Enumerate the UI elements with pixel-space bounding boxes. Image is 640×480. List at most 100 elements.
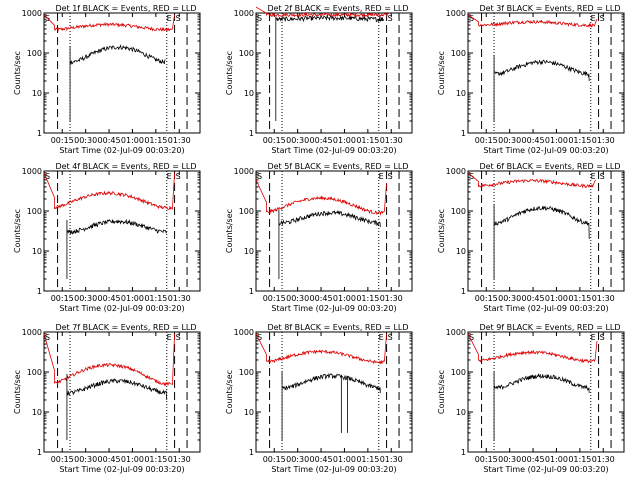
panel-title: Det 3f BLACK = Events, RED = LLD bbox=[479, 4, 620, 13]
start-marker-label: S bbox=[257, 172, 262, 181]
x-tick-label: 01:00 bbox=[333, 455, 356, 464]
start-marker-label: S bbox=[469, 14, 474, 23]
start-marker-label: S bbox=[45, 333, 50, 342]
lld-series-line bbox=[255, 333, 387, 365]
panel-5: Det 5f BLACK = Events, RED = LLD 1 10 100 10… bbox=[225, 162, 413, 313]
end-marker-label: E bbox=[591, 14, 596, 23]
y-tick-label: 100 bbox=[451, 49, 466, 58]
x-tick-label: 00:15 bbox=[263, 294, 286, 303]
y-tick-label: 10 bbox=[244, 89, 254, 98]
panel-8: Det 8f BLACK = Events, RED = LLD 1 10 100 10… bbox=[225, 323, 413, 474]
x-tick-label: 01:30 bbox=[168, 455, 191, 464]
y-tick-label: 1 bbox=[37, 448, 42, 457]
events-series-line bbox=[66, 373, 168, 440]
end-marker-label: E bbox=[167, 172, 172, 181]
start-marker-label: S bbox=[257, 333, 262, 342]
x-axis-label: Start Time (02-Jul-09 00:03:20) bbox=[483, 304, 608, 313]
y-tick-label: 100 bbox=[239, 207, 254, 216]
y-tick-label: 100 bbox=[451, 368, 466, 377]
events-series-line bbox=[493, 371, 590, 440]
y-axis-label: Counts/sec bbox=[225, 209, 234, 253]
y-tick-label: 1 bbox=[249, 448, 254, 457]
y-axis-label: Counts/sec bbox=[13, 209, 22, 253]
y-tick-label: 100 bbox=[27, 49, 42, 58]
lld-series-line bbox=[43, 172, 175, 210]
y-tick-label: 1 bbox=[461, 129, 466, 138]
lld-series-line bbox=[43, 14, 175, 32]
events-series-line bbox=[281, 371, 381, 440]
y-tick-label: 10 bbox=[32, 89, 42, 98]
events-series-line bbox=[493, 54, 590, 121]
y-tick-label: 1000 bbox=[234, 328, 254, 337]
lld-series-line bbox=[467, 14, 598, 28]
y-tick-label: 100 bbox=[239, 368, 254, 377]
x-tick-label: 00:30 bbox=[498, 136, 521, 145]
x-tick-label: 00:30 bbox=[74, 455, 97, 464]
start-marker-label: S bbox=[257, 14, 262, 23]
y-tick-label: 1 bbox=[249, 129, 254, 138]
end-marker-label: E bbox=[591, 172, 596, 181]
x-tick-label: 01:15 bbox=[356, 136, 379, 145]
y-tick-label: 1000 bbox=[446, 167, 466, 176]
x-tick-label: 00:15 bbox=[475, 136, 498, 145]
y-tick-label: 100 bbox=[239, 49, 254, 58]
panel-frame bbox=[467, 12, 625, 134]
y-tick-label: 10 bbox=[456, 408, 466, 417]
y-tick-label: 100 bbox=[27, 368, 42, 377]
y-tick-label: 1 bbox=[249, 287, 254, 296]
end-marker-label: E bbox=[379, 333, 384, 342]
y-tick-label: 10 bbox=[456, 89, 466, 98]
x-tick-label: 01:30 bbox=[592, 455, 615, 464]
start-marker-label: S bbox=[176, 172, 181, 181]
lld-series-line bbox=[255, 179, 387, 216]
x-axis-label: Start Time (02-Jul-09 00:03:20) bbox=[59, 465, 184, 474]
x-tick-label: 00:30 bbox=[286, 294, 309, 303]
panel-title: Det 5f BLACK = Events, RED = LLD bbox=[267, 162, 408, 171]
x-tick-label: 00:45 bbox=[310, 294, 333, 303]
lld-series-line bbox=[467, 333, 598, 364]
lld-series-line bbox=[43, 333, 175, 387]
y-tick-label: 1000 bbox=[234, 167, 254, 176]
events-series-line bbox=[66, 218, 168, 279]
panel-frame bbox=[43, 170, 201, 292]
x-tick-label: 00:45 bbox=[98, 455, 121, 464]
end-marker-label: E bbox=[591, 333, 596, 342]
start-marker-label: S bbox=[600, 333, 605, 342]
y-axis-label: Counts/sec bbox=[13, 370, 22, 414]
panel-frame bbox=[255, 170, 413, 292]
y-axis-label: Counts/sec bbox=[13, 51, 22, 95]
x-tick-label: 00:45 bbox=[310, 455, 333, 464]
x-tick-label: 01:15 bbox=[144, 455, 167, 464]
x-tick-label: 00:15 bbox=[51, 455, 74, 464]
panel-4: Det 4f BLACK = Events, RED = LLD 1 10 100 10… bbox=[13, 162, 201, 313]
panel-7: Det 7f BLACK = Events, RED = LLD 1 10 100 10… bbox=[13, 323, 201, 474]
panel-frame bbox=[43, 12, 201, 134]
x-tick-label: 01:00 bbox=[545, 294, 568, 303]
x-tick-label: 00:15 bbox=[51, 294, 74, 303]
panel-frame bbox=[467, 170, 625, 292]
x-tick-label: 01:15 bbox=[568, 136, 591, 145]
y-tick-label: 100 bbox=[27, 207, 42, 216]
x-tick-label: 00:15 bbox=[263, 455, 286, 464]
y-tick-label: 10 bbox=[456, 247, 466, 256]
x-tick-label: 01:00 bbox=[121, 455, 144, 464]
y-tick-label: 10 bbox=[244, 247, 254, 256]
y-tick-label: 1000 bbox=[22, 9, 42, 18]
y-axis-label: Counts/sec bbox=[437, 51, 446, 95]
y-tick-label: 1 bbox=[461, 448, 466, 457]
x-tick-label: 00:45 bbox=[522, 294, 545, 303]
y-tick-label: 1000 bbox=[446, 9, 466, 18]
panel-frame bbox=[467, 331, 625, 453]
end-marker-label: E bbox=[167, 333, 172, 342]
events-series-line bbox=[275, 14, 384, 121]
x-tick-label: 00:30 bbox=[498, 455, 521, 464]
panel-title: Det 7f BLACK = Events, RED = LLD bbox=[55, 323, 196, 332]
start-marker-label: S bbox=[600, 172, 605, 181]
x-tick-label: 00:45 bbox=[310, 136, 333, 145]
x-tick-label: 01:00 bbox=[545, 455, 568, 464]
y-axis-label: Counts/sec bbox=[437, 370, 446, 414]
x-tick-label: 00:15 bbox=[51, 136, 74, 145]
x-tick-label: 01:00 bbox=[545, 136, 568, 145]
panel-title: Det 6f BLACK = Events, RED = LLD bbox=[479, 162, 620, 171]
